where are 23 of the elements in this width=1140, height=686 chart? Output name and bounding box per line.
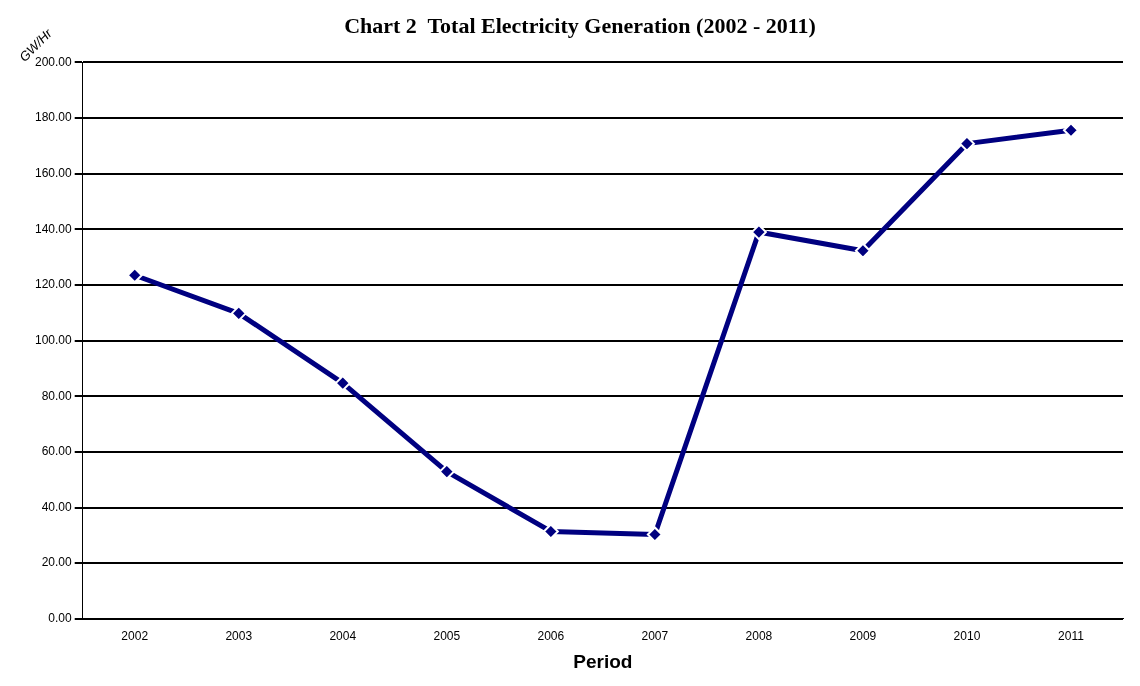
- point: [750, 224, 767, 241]
- x-tick-label: 2009: [849, 629, 877, 644]
- x-tick-label: 2002: [121, 629, 149, 644]
- y-tick-label: 80.00: [41, 388, 73, 403]
- y-tick-label: 100.00: [35, 332, 73, 347]
- y-tick-label: 20.00: [41, 555, 73, 570]
- chart-title: Chart 2 Total Electricity Generation (2002 - 2011): [344, 12, 816, 38]
- x-tick-label: 2010: [953, 629, 981, 644]
- y-tick-label: 160.00: [35, 165, 73, 180]
- y-tick-label: 120.00: [35, 277, 73, 292]
- y-tick-label: 60.00: [41, 444, 73, 459]
- x-tick-label: 2005: [433, 629, 461, 644]
- y-tick-label: 0.00: [48, 611, 73, 626]
- x-axis-title: Period: [573, 650, 633, 672]
- y-tick-label: 180.00: [35, 110, 73, 125]
- x-tick-label: 2011: [1058, 629, 1085, 644]
- y-tick-label: 140.00: [35, 221, 73, 236]
- x-tick-label: 2008: [745, 629, 773, 644]
- y-tick-label: 40.00: [41, 499, 73, 514]
- x-tick-label: 2007: [641, 629, 669, 644]
- x-tick-label: 2004: [329, 629, 357, 644]
- x-tick-label: 2006: [537, 629, 565, 644]
- x-tick-label: 2003: [225, 629, 253, 644]
